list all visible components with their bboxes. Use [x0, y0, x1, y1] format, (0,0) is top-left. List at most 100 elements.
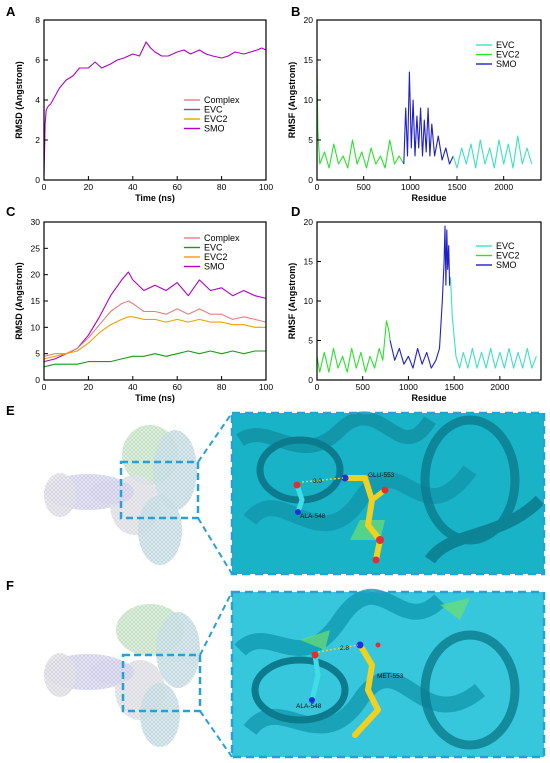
chart-c-rmsd: 0 20 40 60 80 100 0 5 10 15 20 25 30 Time (ns) RMSD (A…: [14, 217, 273, 403]
zoom-connector-e-top: [197, 412, 233, 463]
chart-b-x-tick-label: 500: [357, 182, 371, 192]
chart-c-y-tick-label: 25: [31, 243, 41, 253]
chart-c-legend-label: SMO: [204, 262, 225, 272]
chart-c-series-evc2: [43, 316, 266, 360]
residue-label-f-1: ALA-548: [296, 703, 322, 710]
chart-a-x-tick-label: 20: [84, 182, 94, 192]
chart-a-y-tick-label: 0: [35, 175, 40, 185]
chart-d-series-evc: [449, 277, 537, 369]
chart-a-y-tick-label: 8: [35, 15, 40, 25]
residue-label-e-1: ALA-548: [300, 513, 326, 520]
zoom-box-f: [121, 653, 202, 713]
chart-c-x-tick-label: 40: [128, 382, 138, 392]
chart-c-y-tick-label: 20: [31, 270, 41, 280]
chart-a-x-tick-label: 100: [259, 182, 273, 192]
chart-d-rmsf: 0 500 1000 1500 2000 0 5 10 15 20 Residue RMSF (Ang…: [287, 217, 542, 403]
chart-d-x-tick-label: 2000: [490, 382, 509, 392]
chart-a-legend-label: Complex: [204, 95, 240, 105]
chart-c-x-tick-label: 60: [172, 382, 182, 392]
chart-c-y-tick-label: 0: [35, 375, 40, 385]
chart-d-y-axis-label: RMSF (Angstrom): [287, 263, 297, 340]
chart-b-series-evc: [452, 135, 533, 169]
chart-d-y-tick-label: 0: [308, 375, 313, 385]
chart-b-y-tick-label: 5: [308, 135, 313, 145]
chart-b-y-tick-label: 20: [304, 15, 314, 25]
panel-label-a: A: [6, 4, 16, 19]
chart-b-x-tick-label: 0: [315, 182, 320, 192]
panel-label-c: C: [6, 204, 16, 219]
chart-b-series-smo: [403, 71, 454, 165]
chart-c-series-smo: [43, 271, 267, 363]
chart-a-x-axis-label: Time (ns): [135, 193, 175, 203]
chart-b-y-tick-label: 15: [304, 55, 314, 65]
structure-e-overview: [44, 425, 197, 565]
chart-b-y-axis-label: RMSF (Angstrom): [287, 62, 297, 139]
chart-a-x-tick-label: 80: [217, 182, 227, 192]
chart-b-x-tick-label: 1000: [401, 182, 420, 192]
chart-b-rmsf: 0 500 1000 1500 2000 0 5 10 15 20 Residue RMSF (Ang…: [287, 15, 542, 203]
panel-label-d: D: [291, 204, 300, 219]
chart-a-y-tick-label: 2: [35, 135, 40, 145]
chart-b-x-tick-label: 2000: [494, 182, 513, 192]
chart-d-x-tick-label: 1500: [445, 382, 464, 392]
chart-d-x-axis-label: Residue: [411, 393, 446, 403]
chart-a-y-tick-label: 4: [35, 95, 40, 105]
chart-d-legend-label: SMO: [496, 260, 517, 270]
chart-a-x-tick-label: 60: [172, 182, 182, 192]
structure-e-closeup: [232, 411, 545, 574]
chart-d-y-tick-label: 20: [304, 217, 314, 227]
zoom-connector-f-top: [199, 591, 233, 656]
residue-label-f-2: MET-553: [377, 673, 404, 680]
chart-b-legend-label: EVC2: [496, 50, 520, 60]
structure-f-closeup: [232, 588, 544, 757]
chart-a-y-axis-label: RMSD (Angstrom): [14, 61, 24, 139]
chart-c-series-evc: [43, 350, 266, 368]
chart-c-plot-frame: [43, 221, 267, 381]
chart-c-y-tick-label: 15: [31, 296, 41, 306]
chart-a-legend-label: EVC: [204, 105, 223, 115]
chart-c-y-axis-label: RMSD (Angstrom): [14, 262, 24, 340]
chart-a-x-tick-label: 40: [128, 182, 138, 192]
chart-b-y-tick-label: 10: [304, 95, 314, 105]
zoom-box-e: [119, 460, 200, 520]
chart-c-legend-label: Complex: [204, 233, 240, 243]
chart-c-x-tick-label: 20: [84, 382, 94, 392]
chart-c-legend-label: EVC: [204, 243, 223, 253]
chart-d-legend-label: EVC: [496, 241, 515, 251]
chart-d-series-smo: [389, 225, 452, 369]
chart-a-legend-label: SMO: [204, 124, 225, 134]
chart-d-x-tick-label: 500: [356, 382, 370, 392]
chart-b-legend-label: SMO: [496, 59, 517, 69]
chart-a-x-tick-label: 0: [42, 182, 47, 192]
chart-d-y-tick-label: 15: [304, 257, 314, 267]
chart-c-y-tick-label: 30: [31, 217, 41, 227]
chart-c-x-axis-label: Time (ns): [135, 393, 175, 403]
chart-c-x-tick-label: 0: [42, 382, 47, 392]
chart-c-series-complex: [43, 300, 267, 357]
panel-label-f: F: [6, 578, 14, 593]
chart-b-y-tick-label: 0: [308, 175, 313, 185]
chart-d-y-tick-label: 10: [304, 296, 314, 306]
chart-d-y-tick-label: 5: [308, 336, 313, 346]
chart-b-series-evc2: [316, 67, 405, 169]
distance-label-f: 2.8: [340, 645, 349, 652]
panel-label-e: E: [6, 403, 15, 418]
chart-c-y-tick-label: 10: [31, 322, 41, 332]
chart-c-x-tick-label: 100: [259, 382, 273, 392]
chart-c-legend-label: EVC2: [204, 252, 228, 262]
chart-d-x-tick-label: 1000: [399, 382, 418, 392]
chart-a-rmsd: 0 20 40 60 80 100 0 2 4 6 8 Time (ns) RMSD (Angstrom…: [14, 15, 273, 203]
structure-f-overview: [44, 604, 200, 747]
chart-a-legend-label: EVC2: [204, 114, 228, 124]
residue-label-e-2: GLU-553: [368, 472, 395, 479]
chart-b-x-axis-label: Residue: [411, 193, 446, 203]
chart-b-legend-label: EVC: [496, 40, 515, 50]
chart-c-x-tick-label: 80: [217, 382, 227, 392]
chart-d-legend-label: EVC2: [496, 251, 520, 261]
chart-a-y-tick-label: 6: [35, 55, 40, 65]
distance-label-e: 3.0: [313, 478, 322, 485]
chart-b-x-tick-label: 1500: [448, 182, 467, 192]
chart-d-x-tick-label: 0: [315, 382, 320, 392]
panel-label-b: B: [291, 4, 300, 19]
